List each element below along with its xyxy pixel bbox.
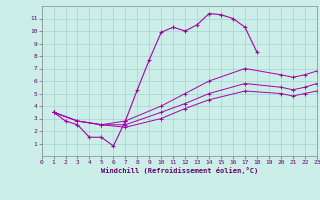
- X-axis label: Windchill (Refroidissement éolien,°C): Windchill (Refroidissement éolien,°C): [100, 167, 258, 174]
